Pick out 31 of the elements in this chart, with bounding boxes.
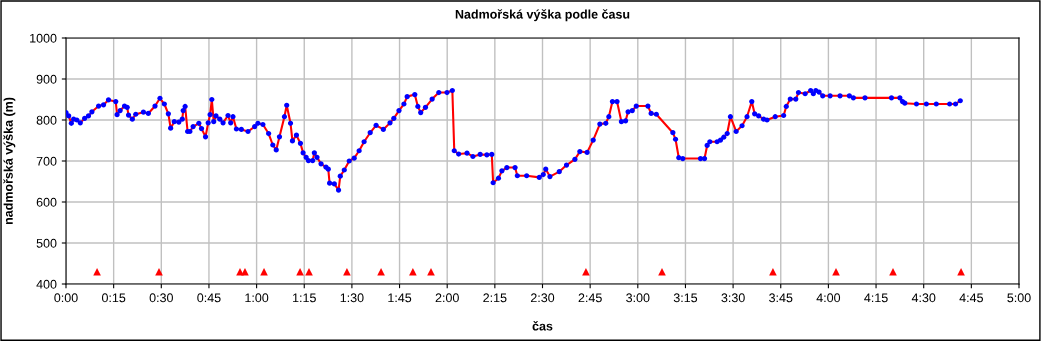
x-tick-label: 1:30 <box>340 293 364 303</box>
x-tick-label: 4:45 <box>959 293 983 303</box>
x-axis-title: čas <box>532 321 553 331</box>
x-tick-label: 3:30 <box>721 293 745 303</box>
x-tick-label: 5:00 <box>1007 293 1031 303</box>
x-tick-label: 3:15 <box>673 293 698 303</box>
x-tick-label: 4:30 <box>911 293 936 303</box>
y-tick-label: 400 <box>36 279 57 289</box>
chart-title: Nadmořská výška podle času <box>455 9 630 22</box>
y-axis-title: nadmořská výška (m) <box>3 97 16 225</box>
y-tick-label: 900 <box>36 74 57 84</box>
x-tick-label: 2:45 <box>578 293 602 303</box>
x-tick-label: 2:15 <box>483 293 507 303</box>
x-tick-label: 1:00 <box>245 293 269 303</box>
y-tick-label: 500 <box>36 238 57 248</box>
x-tick-label: 0:30 <box>149 293 173 303</box>
y-tick-label: 800 <box>36 115 57 125</box>
y-tick-label: 600 <box>36 197 57 207</box>
x-tick-label: 0:00 <box>54 293 78 303</box>
x-tick-label: 1:15 <box>293 293 316 303</box>
x-tick-label: 3:45 <box>769 293 793 303</box>
x-tick-label: 1:45 <box>388 293 412 303</box>
x-tick-label: 4:15 <box>864 293 888 303</box>
x-tick-label: 4:00 <box>816 293 841 303</box>
y-tick-label: 1000 <box>30 33 57 43</box>
x-tick-label: 0:15 <box>101 293 126 303</box>
x-tick-label: 3:00 <box>626 293 650 303</box>
x-tick-label: 2:30 <box>530 293 555 303</box>
x-tick-label: 0:45 <box>197 293 221 303</box>
x-tick-label: 2:00 <box>435 293 459 303</box>
y-tick-label: 700 <box>36 156 57 166</box>
